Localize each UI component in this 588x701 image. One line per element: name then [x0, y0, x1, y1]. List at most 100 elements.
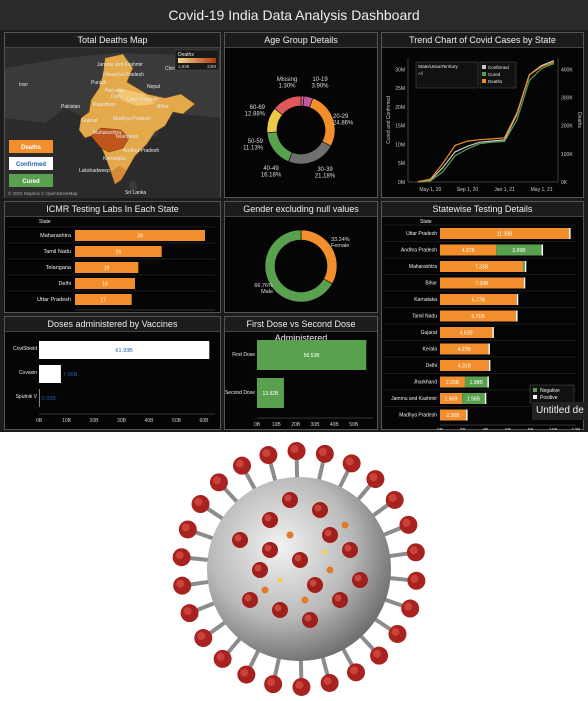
icmr-panel: ICMR Testing Labs In Each State State Mah… [4, 201, 221, 313]
surface-spike-highlight [294, 554, 302, 562]
orange-protein [286, 531, 294, 539]
y2-tick: 0K [561, 180, 568, 186]
orange-protein [326, 566, 334, 574]
bar-total [440, 393, 463, 404]
map-label: Iran [19, 82, 28, 88]
state-label: Bihar [425, 281, 437, 287]
x-tick: 4B [482, 428, 489, 430]
bar-negative [523, 261, 525, 272]
trend-legend-title: State/UnionTerritory [418, 64, 459, 69]
kerala-region [111, 166, 127, 184]
vaccine-bar-chart[interactable]: CoviShield 61.93B Covaxin 7.96B Sputnik V 0.0… [5, 332, 220, 430]
bar-positive [516, 310, 518, 322]
sri-lanka [129, 180, 137, 192]
legend-label: Deaths [488, 79, 503, 84]
spike-highlight [369, 473, 378, 482]
y2-tick: 400K [561, 67, 573, 73]
map-legend-max: 24M [207, 64, 216, 69]
map-legend-title: Deaths [178, 52, 194, 58]
slice-30-39 [288, 140, 332, 165]
spike-highlight [318, 447, 327, 456]
legend-swatch [482, 72, 486, 76]
map-panel[interactable]: Total Deaths Map Iran Pakistan Jammu and K… [4, 32, 221, 198]
bar-value: 4.978 [462, 248, 475, 254]
bar-value: 17 [101, 298, 107, 304]
spike-highlight [216, 652, 225, 661]
y-tick: 15M [395, 124, 405, 130]
state-label: Maharashtra [409, 264, 437, 270]
slice-40-49 [266, 131, 293, 162]
map-button-deaths[interactable] [9, 140, 53, 153]
slice-label: 33.24% Female [331, 237, 350, 249]
india-deaths-map[interactable]: Iran Pakistan Jammu and Kashmir Himachal Pr… [5, 48, 220, 198]
bar-positive [487, 376, 489, 388]
x-tick: 20B [291, 422, 301, 428]
trend-line-chart[interactable]: 0M 5M 10M 15M 20M 25M 30M 0K 100K 200K 300K 400K May… [382, 48, 583, 198]
map-label: Madhya Pradesh [113, 116, 151, 122]
y-tick: 30M [395, 67, 405, 73]
spike-highlight [175, 551, 184, 560]
map-label: Telangana [115, 134, 138, 140]
tooltip-tab[interactable]: Untitled de [532, 402, 588, 420]
map-label: Punjab [91, 80, 107, 86]
statewise-bar-chart[interactable]: State Uttar Pradesh 11.39B Andhra Pradesh 4.… [382, 217, 583, 430]
map-button-label[interactable]: Confirmed [16, 162, 46, 168]
state-label: Jharkhand [414, 380, 438, 386]
map-label: Rajasthan [93, 102, 116, 108]
gender-panel: Gender excluding null values 33.24% Femal… [224, 201, 378, 313]
state-label: Jammu and Kashmir [391, 396, 437, 402]
bar-total [440, 294, 517, 305]
bar-value: 1.96B [445, 397, 459, 403]
spike-highlight [350, 666, 359, 675]
bar-total [440, 360, 489, 371]
map-attribution: © 2022 Mapbox © OpenStreetMap [8, 190, 78, 196]
icmr-bar-chart[interactable]: State Maharashtra 39 Tamil Nadu 26 Telangana 1… [5, 217, 220, 313]
map-button-label[interactable]: Deaths [21, 145, 42, 151]
age-title: Age Group Details [225, 33, 377, 48]
slice-label: 40-49 16.18% [261, 166, 282, 179]
bar-value: 4.62B [460, 331, 474, 337]
statewise-panel: Statewise Testing Details State Uttar Pra… [381, 201, 584, 430]
bar-value: 61.93B [115, 348, 133, 354]
legend-label: Cured [488, 72, 501, 77]
x-tick: 10B [272, 422, 282, 428]
map-label: Bihar [157, 104, 169, 110]
gender-donut-chart[interactable]: 33.24% Female 66.76% Male [225, 217, 377, 313]
map-label: Maharashtra [93, 130, 121, 136]
column-header: State [420, 219, 432, 225]
x-tick: Jan 1, 21 [494, 187, 515, 193]
bar-total [440, 343, 489, 355]
x-tick: 0B [36, 418, 43, 424]
map-button-cured[interactable] [9, 174, 53, 187]
spike-highlight [391, 627, 400, 636]
legend-label: Positive [540, 395, 558, 401]
surface-spike-highlight [304, 614, 312, 622]
age-donut-chart[interactable]: Missing 1.30% 10-19 3.90% 20-29 24.86% 30-39 21… [225, 48, 377, 198]
bar-first-dose [257, 340, 367, 370]
gender-title: Gender excluding null values [225, 202, 377, 217]
state-label: Delhi [426, 363, 437, 369]
bar-value: 0.03B [42, 396, 57, 402]
y2-tick: 100K [561, 152, 573, 158]
slice-male [264, 229, 333, 303]
dose-bar-chart[interactable]: First Dose 56.53B Second Dose 13.92B 0B 10B 20… [225, 332, 377, 430]
bar-value: 13.92B [263, 391, 280, 397]
coronavirus-illustration [172, 442, 426, 696]
slice-label: 60-69 12.88% [245, 105, 266, 118]
spike-highlight [194, 498, 203, 507]
vaccine-label: Sputnik V [16, 394, 38, 400]
slice-label: Missing 1.30% [277, 77, 297, 90]
surface-spike-highlight [354, 574, 362, 582]
map-button-confirmed[interactable] [9, 157, 53, 170]
bar-delhi [75, 278, 135, 289]
orange-protein [341, 521, 349, 529]
dose-label: Second Dose [225, 390, 255, 396]
map-label: Haryana [105, 88, 124, 94]
bar-value-negative: 1.98B [467, 397, 481, 403]
map-button-label[interactable]: Cured [22, 179, 40, 185]
y-tick: 10M [395, 142, 405, 148]
column-header: State [39, 219, 51, 225]
x-tick: 60B [200, 418, 210, 424]
age-panel: Age Group Details Missing 1.30% 10-19 3.90%… [224, 32, 378, 198]
surface-spike-highlight [264, 514, 272, 522]
